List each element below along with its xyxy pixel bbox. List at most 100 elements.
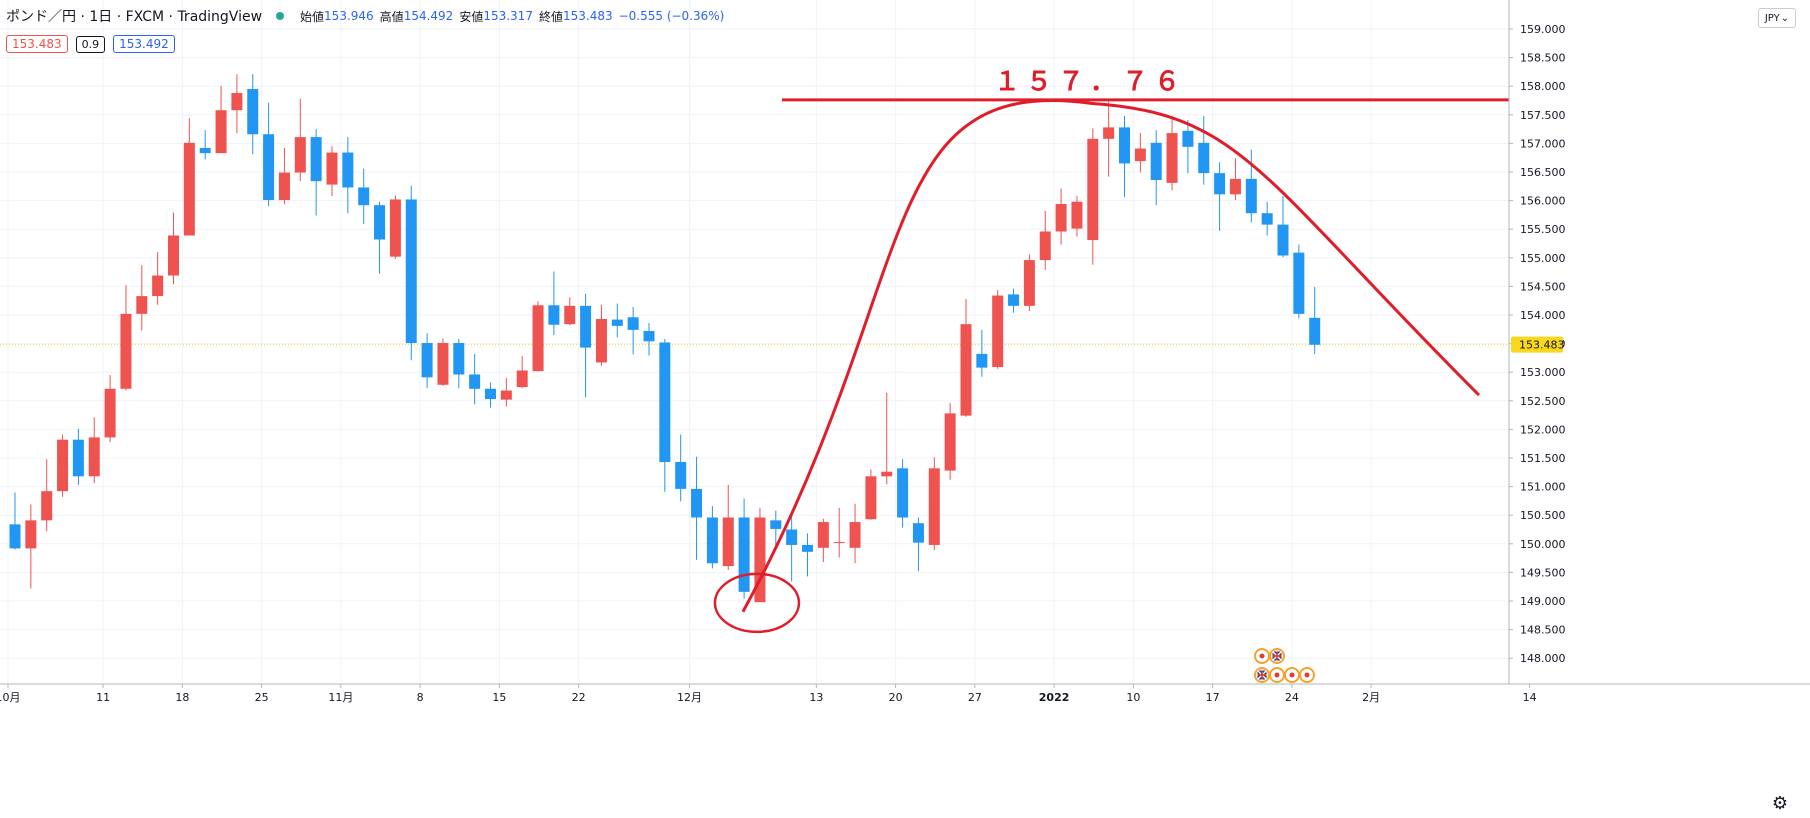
buy-price-button[interactable]: 153.492 bbox=[113, 35, 175, 53]
candle-body bbox=[215, 110, 227, 154]
candle-body bbox=[1245, 178, 1257, 214]
candle bbox=[389, 195, 401, 259]
candle-body bbox=[183, 142, 195, 236]
trend-arc bbox=[741, 99, 1481, 613]
candle bbox=[1182, 119, 1194, 174]
jp-event-icon[interactable] bbox=[1269, 667, 1285, 683]
candle bbox=[627, 306, 639, 355]
jp-event-icon[interactable] bbox=[1284, 667, 1300, 683]
candle-body bbox=[437, 343, 449, 385]
gear-icon[interactable]: ⚙ bbox=[1771, 793, 1788, 814]
candle-body bbox=[231, 93, 243, 111]
candle bbox=[88, 417, 100, 484]
candle-body bbox=[833, 542, 845, 544]
price-tick-label: 154.000 bbox=[1520, 309, 1566, 322]
low-value: 153.317 bbox=[483, 9, 533, 23]
candle-body bbox=[548, 305, 560, 325]
candle-body bbox=[1214, 173, 1226, 195]
candle bbox=[152, 252, 164, 305]
candle bbox=[1198, 115, 1210, 185]
candle bbox=[199, 130, 211, 160]
candle bbox=[25, 504, 37, 589]
candle bbox=[960, 298, 972, 417]
candle bbox=[421, 333, 433, 389]
candle-body bbox=[405, 199, 417, 344]
candle-body bbox=[754, 517, 766, 603]
time-tick-label: 25 bbox=[255, 691, 269, 704]
uk-event-icon[interactable] bbox=[1254, 667, 1270, 683]
candle bbox=[263, 102, 275, 207]
symbol-title[interactable]: ポンド／円 · 1日 · FXCM · TradingView bbox=[6, 9, 263, 25]
time-tick-label: 12月 bbox=[677, 691, 702, 704]
candle-body bbox=[1166, 133, 1178, 183]
price-tick-label: 152.500 bbox=[1520, 395, 1566, 408]
candle-body bbox=[1293, 252, 1305, 314]
candle bbox=[659, 339, 671, 492]
candle-body bbox=[960, 324, 972, 416]
currency-dropdown[interactable]: JPY ⌄ bbox=[1758, 8, 1796, 28]
candle-body bbox=[1134, 148, 1146, 162]
event-markers[interactable] bbox=[1254, 648, 1315, 683]
time-tick-label: 11 bbox=[96, 691, 110, 704]
candle-body bbox=[627, 317, 639, 330]
candle-body bbox=[1008, 294, 1020, 306]
price-axis-bg bbox=[1509, 0, 1810, 818]
jp-flag-dot bbox=[1289, 672, 1295, 678]
candle-body bbox=[817, 522, 829, 548]
candle-body bbox=[1023, 260, 1035, 306]
candle-body bbox=[897, 468, 909, 518]
candle-body bbox=[263, 134, 275, 201]
candle bbox=[310, 129, 322, 216]
candle-body bbox=[611, 319, 623, 326]
candle bbox=[865, 469, 877, 520]
candle-body bbox=[1071, 201, 1083, 229]
open-value: 153.946 bbox=[324, 9, 374, 23]
candle bbox=[706, 506, 718, 569]
jp-event-icon[interactable] bbox=[1254, 648, 1270, 664]
candle bbox=[247, 74, 259, 155]
jp-flag-dot bbox=[1259, 653, 1265, 659]
sell-price-button[interactable]: 153.483 bbox=[6, 35, 68, 53]
price-tick-label: 150.500 bbox=[1520, 509, 1566, 522]
candle-body bbox=[25, 520, 37, 549]
time-axis[interactable]: 10月 11 18 25 11月 8 15 22 12月 13 20 27 2022 10 17 24 2月 14 bbox=[0, 683, 1810, 818]
jp-event-icon[interactable] bbox=[1299, 667, 1315, 683]
candle bbox=[374, 201, 386, 274]
candle bbox=[485, 382, 496, 408]
candle bbox=[992, 289, 1004, 369]
candle bbox=[358, 168, 370, 225]
candle bbox=[802, 533, 813, 577]
candle-body bbox=[421, 343, 433, 378]
candle-body bbox=[294, 137, 306, 173]
candle-body bbox=[802, 544, 813, 552]
candle bbox=[215, 85, 227, 154]
uk-event-icon[interactable] bbox=[1269, 648, 1285, 664]
price-tick-label: 148.000 bbox=[1520, 652, 1566, 665]
price-tick-label: 149.000 bbox=[1520, 595, 1566, 608]
candle bbox=[437, 338, 449, 386]
candle bbox=[532, 301, 544, 372]
change-value: −0.555 (−0.36%) bbox=[618, 9, 725, 23]
time-tick-label: 27 bbox=[968, 691, 982, 704]
candle-body bbox=[247, 89, 259, 135]
price-axis[interactable]: 159.000 158.500 158.000 157.500 157.000 156.5… bbox=[1508, 0, 1810, 818]
candle bbox=[1309, 286, 1321, 354]
price-tick-label: 148.500 bbox=[1520, 624, 1566, 637]
candle bbox=[453, 339, 465, 389]
candle bbox=[928, 457, 940, 551]
candle bbox=[72, 428, 84, 485]
candle bbox=[580, 293, 592, 398]
time-tick-label: 18 bbox=[175, 691, 189, 704]
candle-body bbox=[485, 388, 496, 400]
candle-body bbox=[1261, 213, 1273, 225]
candle-body bbox=[88, 437, 100, 477]
candle bbox=[1023, 254, 1035, 311]
high-label: 高値 bbox=[379, 9, 404, 24]
candle-body bbox=[326, 152, 338, 185]
close-value: 153.483 bbox=[562, 9, 613, 23]
candle bbox=[183, 118, 195, 236]
candle-body bbox=[453, 343, 465, 375]
candle bbox=[675, 434, 687, 502]
